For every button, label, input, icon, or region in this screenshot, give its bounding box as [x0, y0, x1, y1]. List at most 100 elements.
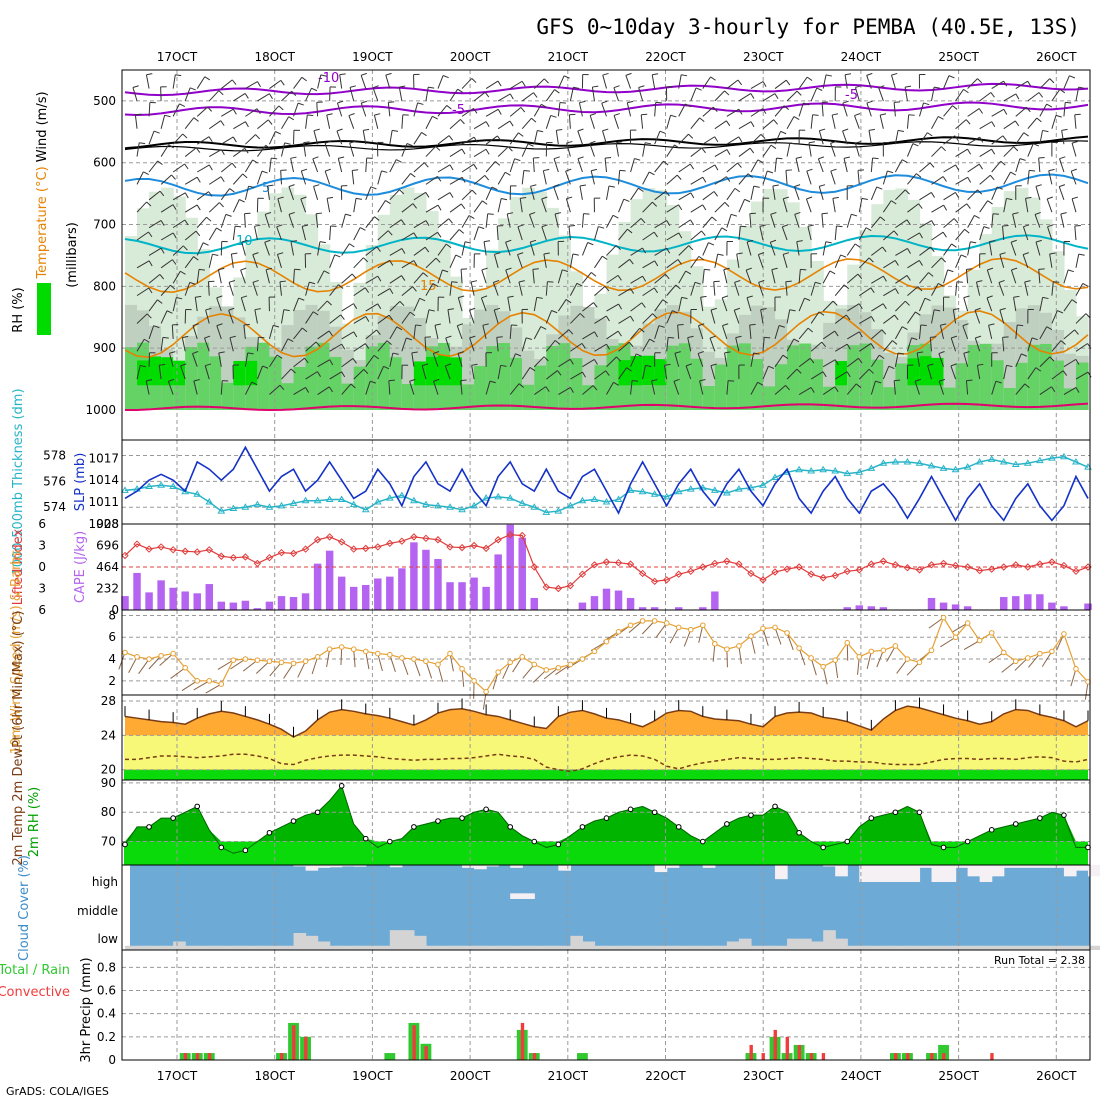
thickness-marker	[951, 465, 960, 473]
wind-barb-flag	[396, 159, 402, 163]
wind-barb	[184, 282, 191, 296]
wind-barb	[216, 297, 222, 312]
wind-barb-flag	[605, 156, 612, 159]
wind-barb	[545, 115, 552, 129]
wind-barb-flag	[437, 176, 442, 182]
wind-barb	[254, 309, 258, 324]
wind-barb-flag	[714, 164, 719, 171]
wind-barb-flag	[469, 307, 476, 311]
wind-barb-flag	[264, 239, 271, 243]
wind-barb-surface	[1014, 657, 1029, 671]
lifted-index-marker	[410, 533, 418, 541]
wind-barb	[449, 254, 457, 269]
wind-barb-flag	[446, 105, 452, 110]
wind-barb	[269, 384, 281, 395]
wind-barb	[618, 288, 631, 297]
wind-barb	[268, 158, 272, 173]
wind-barb	[690, 282, 696, 296]
wind-barb	[461, 136, 475, 145]
lifted-index-marker	[759, 576, 767, 584]
wind-barb-flag	[695, 87, 702, 91]
wind-barb	[618, 258, 630, 269]
wind-barb-flag	[616, 141, 623, 144]
cape-bar	[590, 596, 599, 610]
wind-barb	[480, 297, 487, 312]
wind-barb	[558, 387, 571, 395]
wind-barb	[377, 230, 389, 241]
thickness-marker	[241, 503, 250, 510]
wind-barb-flag	[1034, 211, 1041, 215]
wind-barb	[240, 269, 246, 284]
wind-barb-flag	[894, 260, 899, 266]
wind-barb	[795, 158, 800, 173]
wind-barb	[986, 297, 993, 312]
wind-barb-flag	[413, 260, 418, 266]
wind-barb-surface	[641, 620, 656, 635]
wind-barb-flag	[1010, 171, 1016, 176]
wind-barb	[846, 214, 852, 228]
wind-barb	[413, 102, 419, 117]
wind-barb-surface	[159, 653, 174, 666]
lifted-index-marker	[951, 561, 960, 570]
wind-barb	[654, 247, 667, 256]
lifted-index-marker	[398, 537, 406, 545]
wind-barb	[245, 134, 256, 145]
rh-marker	[290, 818, 297, 824]
rh-shade-green	[811, 359, 824, 410]
cape-bar	[1000, 597, 1008, 610]
wind-barb-surface	[365, 651, 370, 670]
y-axis-units: (millibars)	[65, 222, 80, 288]
wind-barb	[760, 309, 764, 324]
wind-barb-flag	[195, 295, 202, 298]
wind-barb-flag	[570, 387, 574, 393]
wind-barb	[846, 303, 860, 312]
y-tick-label: 0.2	[97, 1030, 116, 1044]
cloud-gap-high	[895, 865, 909, 882]
cloud-base	[130, 865, 1090, 950]
wind-barb	[798, 387, 812, 395]
cloud-gap-low	[690, 945, 704, 950]
wind-barb	[651, 380, 656, 395]
rh-marker	[651, 809, 658, 816]
lifted-index-marker	[289, 549, 298, 558]
wind-barb-flag	[494, 307, 501, 311]
precip-conv-bar	[749, 1044, 753, 1060]
wind-barb	[938, 381, 945, 395]
wind-barb	[388, 380, 391, 395]
cloud-gap-low	[1051, 945, 1065, 950]
wind-barb-surface	[683, 629, 692, 647]
wind-barb-flag	[626, 367, 632, 372]
y-tick-label-right: 232	[96, 582, 119, 596]
cloud-gap-low	[281, 945, 295, 950]
y-tick-label-right: 928	[96, 517, 119, 531]
wind-barb-flag	[976, 280, 983, 283]
lifted-index-marker	[217, 552, 226, 560]
wind-barb	[517, 254, 523, 268]
thickness-marker	[1048, 454, 1056, 461]
wind-barb-flag	[517, 224, 524, 228]
wind-barb	[473, 91, 486, 102]
wind-barb-flag	[339, 73, 346, 76]
y-tick-label: 20	[101, 763, 116, 777]
wind-barb	[256, 337, 259, 352]
page-title: GFS 0~10day 3-hourly for PEMBA (40.5E, 1…	[536, 15, 1080, 39]
wind-barb-flag	[842, 100, 849, 104]
wind-barb	[919, 272, 929, 284]
wind-barb-flag	[605, 315, 610, 322]
wind-barb	[626, 102, 632, 117]
wind-barb	[217, 269, 222, 284]
x-tick-label-top: 23OCT	[743, 50, 784, 64]
y-axis-label-precip-part: 3hr Precip (mm)	[79, 957, 94, 1062]
wind-barb-flag	[834, 386, 839, 392]
wind-barb-flag	[960, 254, 967, 258]
wind-barb-flag	[745, 267, 752, 271]
wind-barb-flag	[830, 140, 837, 144]
wind-barb	[618, 315, 631, 324]
wind-barb	[268, 131, 276, 145]
wind-barb	[782, 254, 788, 268]
wind-barb	[817, 158, 824, 173]
wind-barb	[895, 275, 908, 284]
wind-barb	[196, 164, 210, 173]
wind-barb	[666, 284, 677, 296]
wind-barb-flag	[757, 381, 764, 386]
